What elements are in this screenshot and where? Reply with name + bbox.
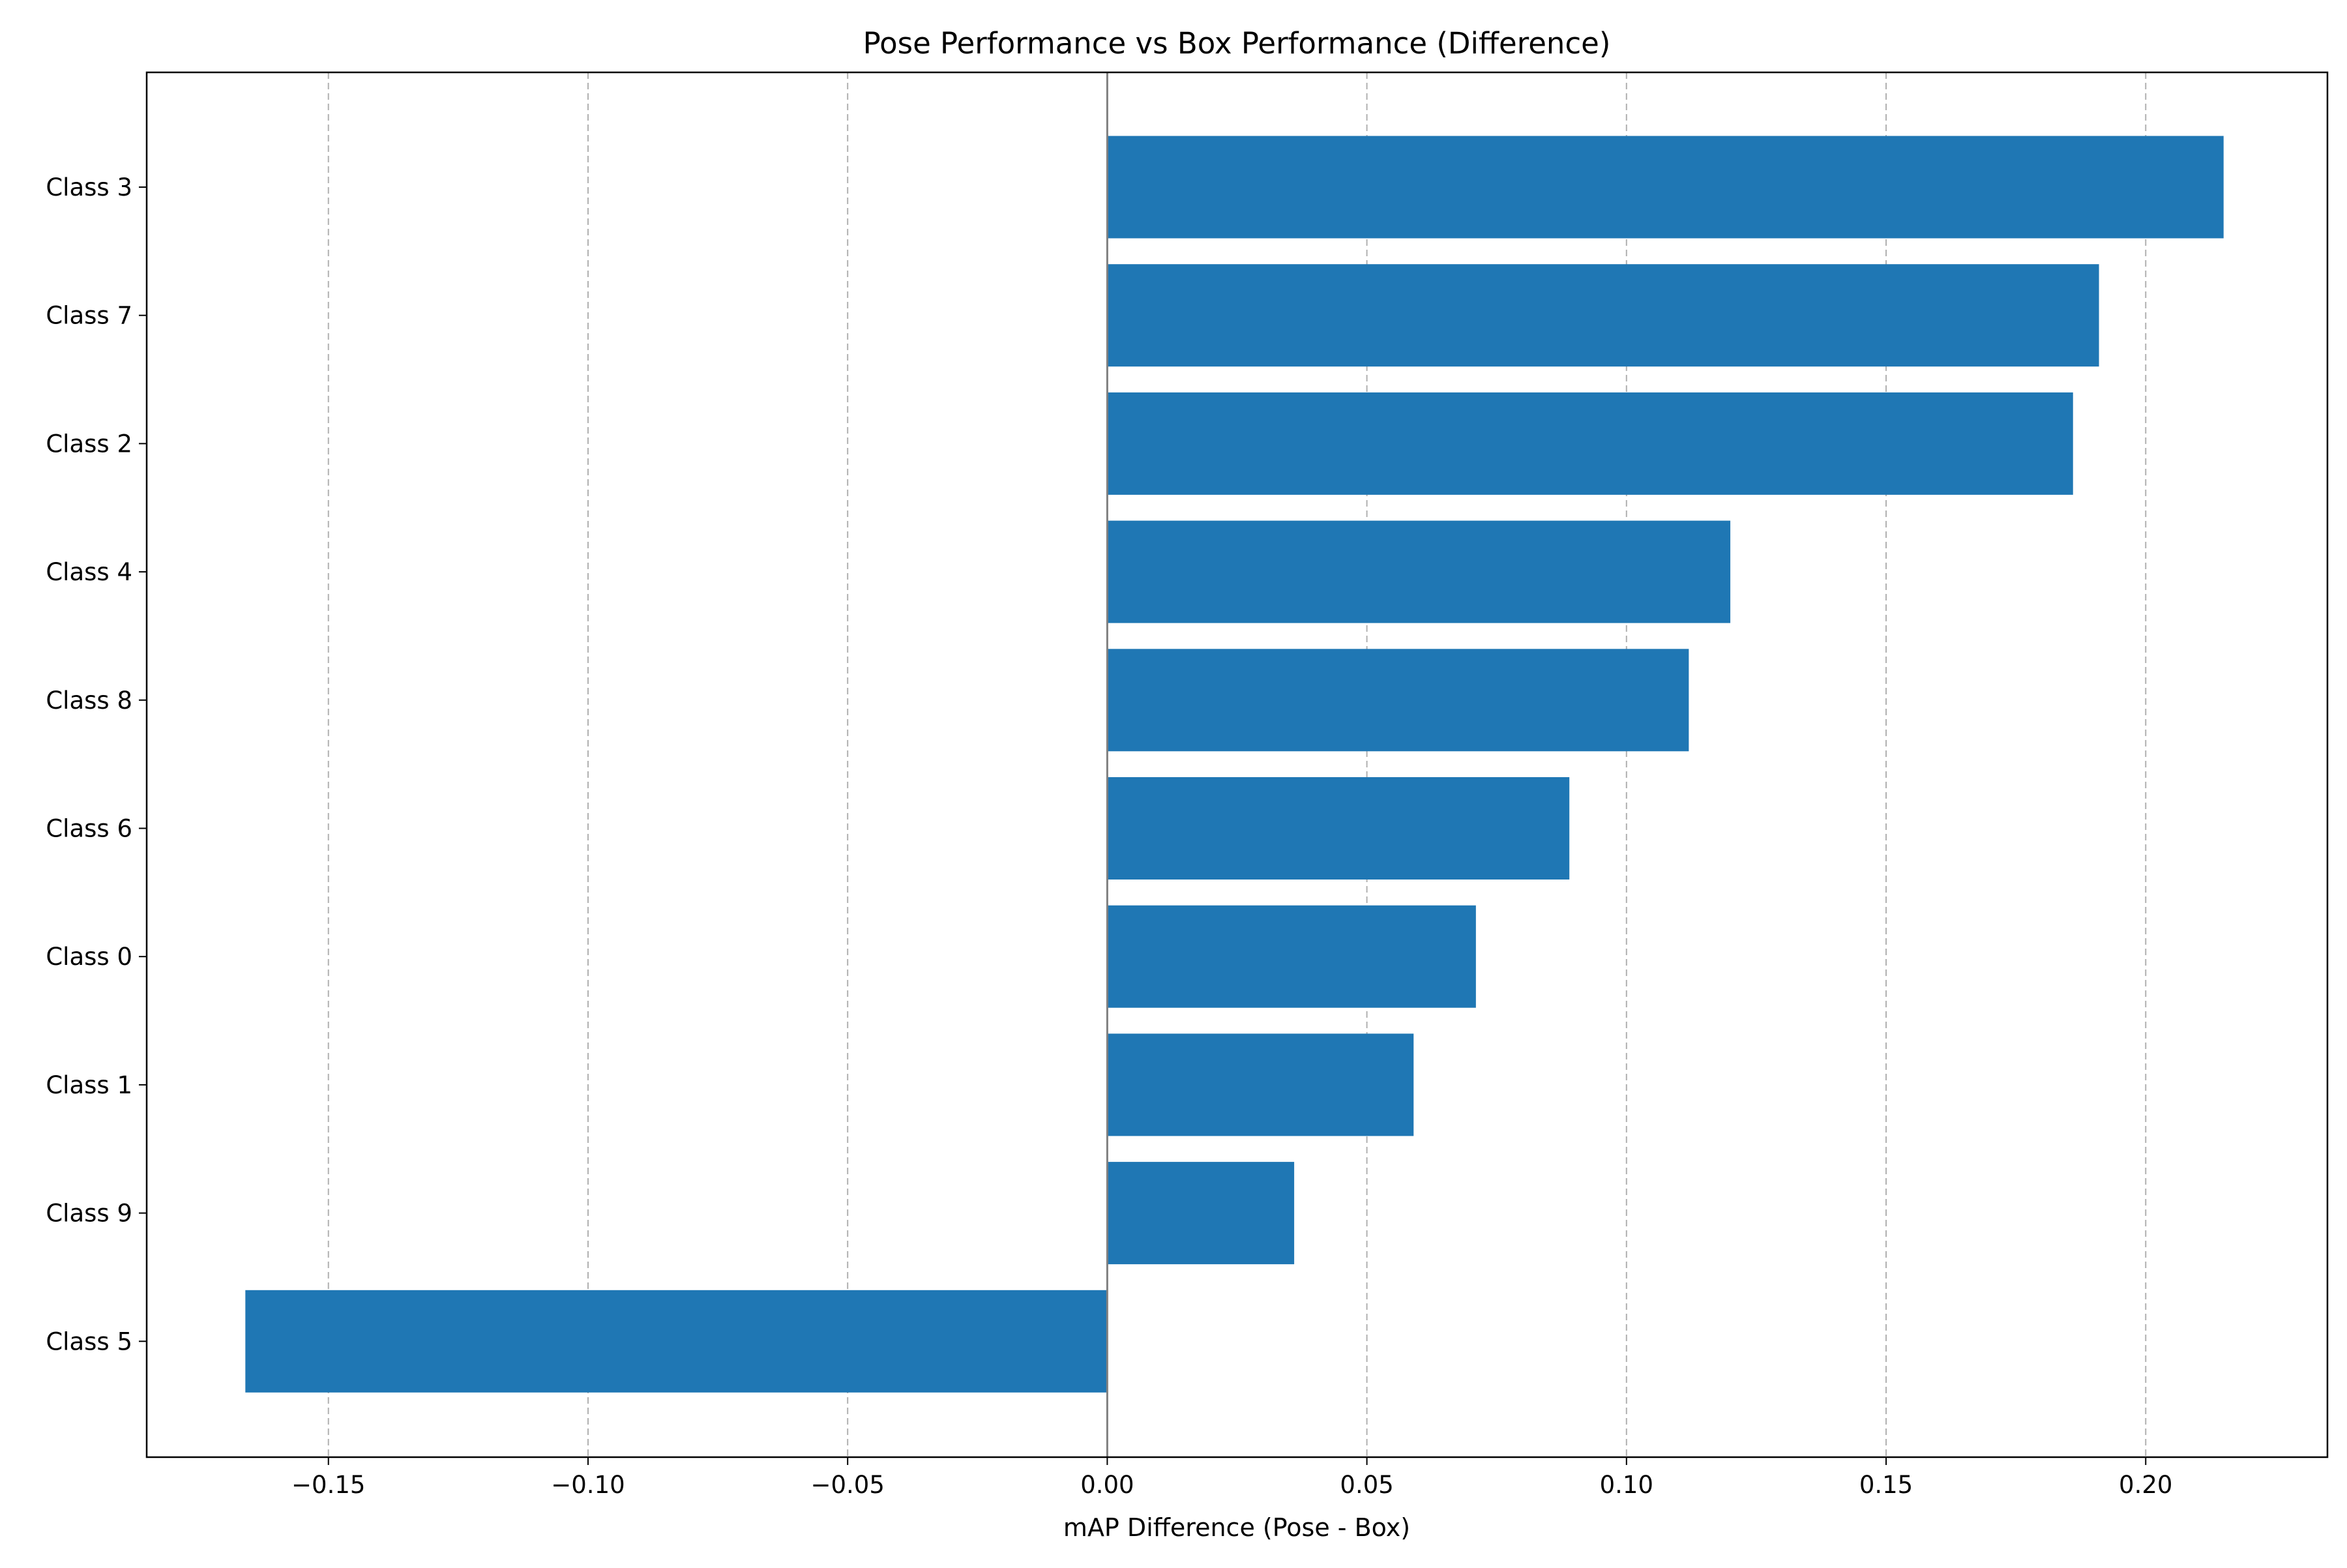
x-tick-label: 0.15 xyxy=(1859,1471,1913,1499)
y-tick-label: Class 2 xyxy=(46,430,132,458)
bar xyxy=(1107,392,2073,495)
x-ticks: −0.15 −0.10 −0.05 0.00 0.05 0.10 0.15 0.20 xyxy=(291,1457,2172,1499)
bar xyxy=(1107,136,2224,239)
x-axis-label: mAP Difference (Pose - Box) xyxy=(1063,1513,1410,1542)
y-tick-label: Class 3 xyxy=(46,173,132,201)
y-tick-label: Class 0 xyxy=(46,943,132,971)
bar xyxy=(245,1290,1108,1393)
bar xyxy=(1107,1162,1295,1265)
bar xyxy=(1107,1033,1414,1136)
y-tick-label: Class 8 xyxy=(46,687,132,715)
bar xyxy=(1107,905,1476,1008)
y-tick-label: Class 7 xyxy=(46,302,132,330)
bar xyxy=(1107,520,1731,623)
bar xyxy=(1107,264,2099,367)
x-tick-label: 0.05 xyxy=(1340,1471,1393,1499)
bar xyxy=(1107,777,1570,880)
x-tick-label: 0.10 xyxy=(1600,1471,1653,1499)
x-tick-label: −0.10 xyxy=(551,1471,625,1499)
bars xyxy=(245,136,2224,1393)
bar xyxy=(1107,649,1689,752)
plot-frame xyxy=(145,71,2329,1458)
y-tick-label: Class 6 xyxy=(46,815,132,843)
x-tick-label: 0.00 xyxy=(1080,1471,1134,1499)
y-tick-label: Class 9 xyxy=(46,1200,132,1228)
x-tick-label: −0.15 xyxy=(291,1471,365,1499)
y-tick-label: Class 5 xyxy=(46,1327,132,1355)
y-tick-label: Class 4 xyxy=(46,558,132,586)
x-tick-label: 0.20 xyxy=(2119,1471,2172,1499)
chart-title: Pose Performance vs Box Performance (Dif… xyxy=(863,26,1611,61)
y-tick-label: Class 1 xyxy=(46,1071,132,1099)
x-tick-label: −0.05 xyxy=(810,1471,884,1499)
y-ticks: Class 3 Class 7 Class 2 Class 4 Class 8 Class… xyxy=(46,173,147,1355)
